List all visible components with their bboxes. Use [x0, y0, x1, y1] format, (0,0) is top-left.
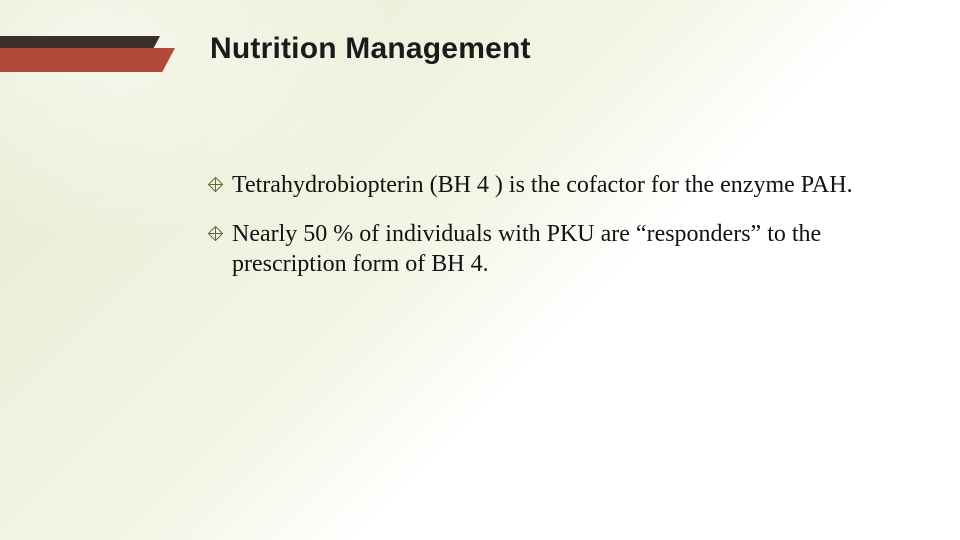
slide-body: Tetrahydrobiopterin (BH 4 ) is the cofac…: [210, 170, 900, 298]
bullet-text: Nearly 50 % of individuals with PKU are …: [232, 221, 821, 278]
accent-bar-dark: [0, 36, 160, 58]
bullet-icon: [208, 177, 224, 193]
bullet-list: Tetrahydrobiopterin (BH 4 ) is the cofac…: [210, 170, 900, 280]
bullet-text: Tetrahydrobiopterin (BH 4 ) is the cofac…: [232, 172, 853, 198]
accent-bar-red: [0, 48, 175, 72]
list-item: Tetrahydrobiopterin (BH 4 ) is the cofac…: [210, 170, 900, 201]
slide: Nutrition Management Tetrahydrobiopterin…: [0, 0, 960, 540]
list-item: Nearly 50 % of individuals with PKU are …: [210, 219, 900, 280]
bullet-icon: [208, 225, 224, 241]
title-accent: [0, 36, 200, 76]
slide-title: Nutrition Management: [210, 32, 531, 66]
